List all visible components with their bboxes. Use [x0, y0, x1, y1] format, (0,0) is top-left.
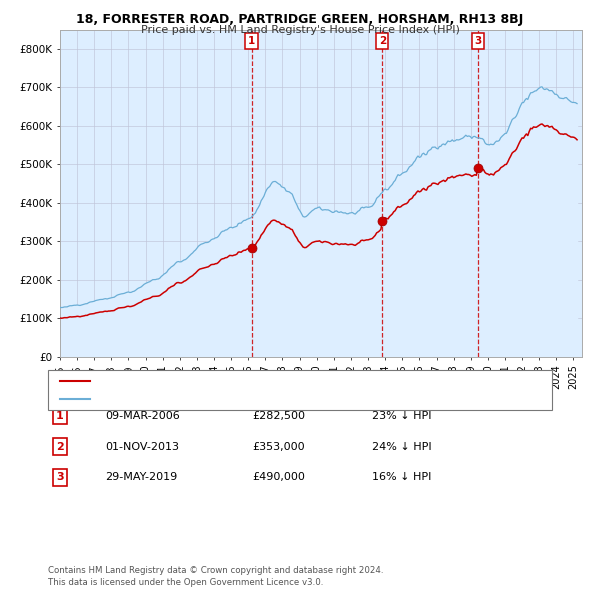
Text: 2: 2	[379, 36, 386, 46]
Text: 3: 3	[56, 473, 64, 482]
Text: Price paid vs. HM Land Registry's House Price Index (HPI): Price paid vs. HM Land Registry's House …	[140, 25, 460, 35]
Text: 23% ↓ HPI: 23% ↓ HPI	[372, 411, 431, 421]
Text: 09-MAR-2006: 09-MAR-2006	[105, 411, 180, 421]
Text: 18, FORRESTER ROAD, PARTRIDGE GREEN, HORSHAM, RH13 8BJ (detached house): 18, FORRESTER ROAD, PARTRIDGE GREEN, HOR…	[96, 376, 500, 386]
Text: 24% ↓ HPI: 24% ↓ HPI	[372, 442, 431, 451]
Text: 1: 1	[248, 36, 255, 46]
Text: Contains HM Land Registry data © Crown copyright and database right 2024.
This d: Contains HM Land Registry data © Crown c…	[48, 566, 383, 587]
Text: 18, FORRESTER ROAD, PARTRIDGE GREEN, HORSHAM, RH13 8BJ: 18, FORRESTER ROAD, PARTRIDGE GREEN, HOR…	[76, 13, 524, 26]
Text: 16% ↓ HPI: 16% ↓ HPI	[372, 473, 431, 482]
Text: 1: 1	[56, 411, 64, 421]
Text: 01-NOV-2013: 01-NOV-2013	[105, 442, 179, 451]
Text: 2: 2	[56, 442, 64, 451]
Text: £353,000: £353,000	[252, 442, 305, 451]
Text: 29-MAY-2019: 29-MAY-2019	[105, 473, 177, 482]
Text: £282,500: £282,500	[252, 411, 305, 421]
Text: HPI: Average price, detached house, Horsham: HPI: Average price, detached house, Hors…	[96, 394, 321, 404]
Text: 3: 3	[474, 36, 481, 46]
Text: £490,000: £490,000	[252, 473, 305, 482]
